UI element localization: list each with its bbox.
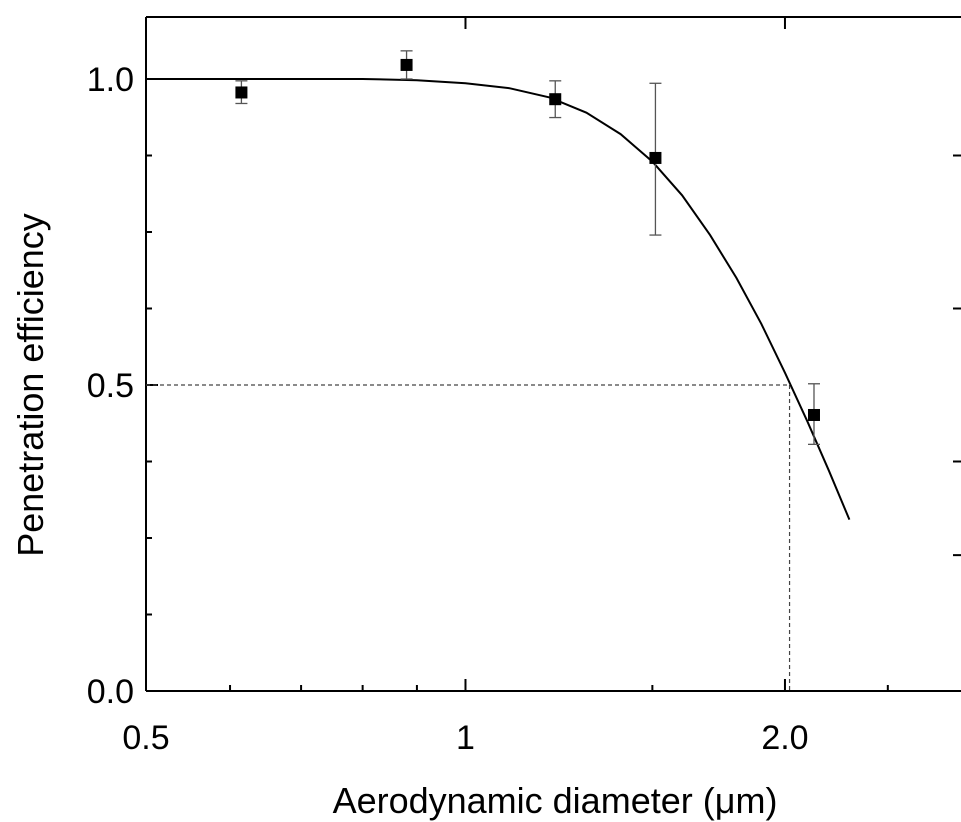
- x-tick-label: 2.0: [761, 719, 808, 757]
- data-point: [807, 408, 820, 421]
- x-tick-label: 0.5: [122, 719, 169, 757]
- data-point: [649, 151, 662, 164]
- y-tick-label: 0.0: [87, 673, 134, 711]
- x-tick-label: 1: [456, 719, 475, 757]
- y-axis-title: Penetration efficiency: [10, 213, 51, 557]
- fit-curve-layer: [146, 78, 851, 520]
- fit-curve: [146, 78, 851, 520]
- plot-frame: [145, 16, 961, 692]
- data-point: [235, 86, 248, 99]
- x-axis-title: Aerodynamic diameter (μm): [333, 780, 778, 821]
- tick-labels: 0.0 0.5 1.0 0.5 1 2.0: [87, 61, 809, 757]
- reference-lines: [146, 384, 791, 691]
- y-tick-label: 0.5: [87, 367, 134, 405]
- data-point: [549, 93, 562, 106]
- data-point: [400, 58, 413, 71]
- data-points-layer: [235, 50, 820, 446]
- y-tick-label: 1.0: [87, 61, 134, 99]
